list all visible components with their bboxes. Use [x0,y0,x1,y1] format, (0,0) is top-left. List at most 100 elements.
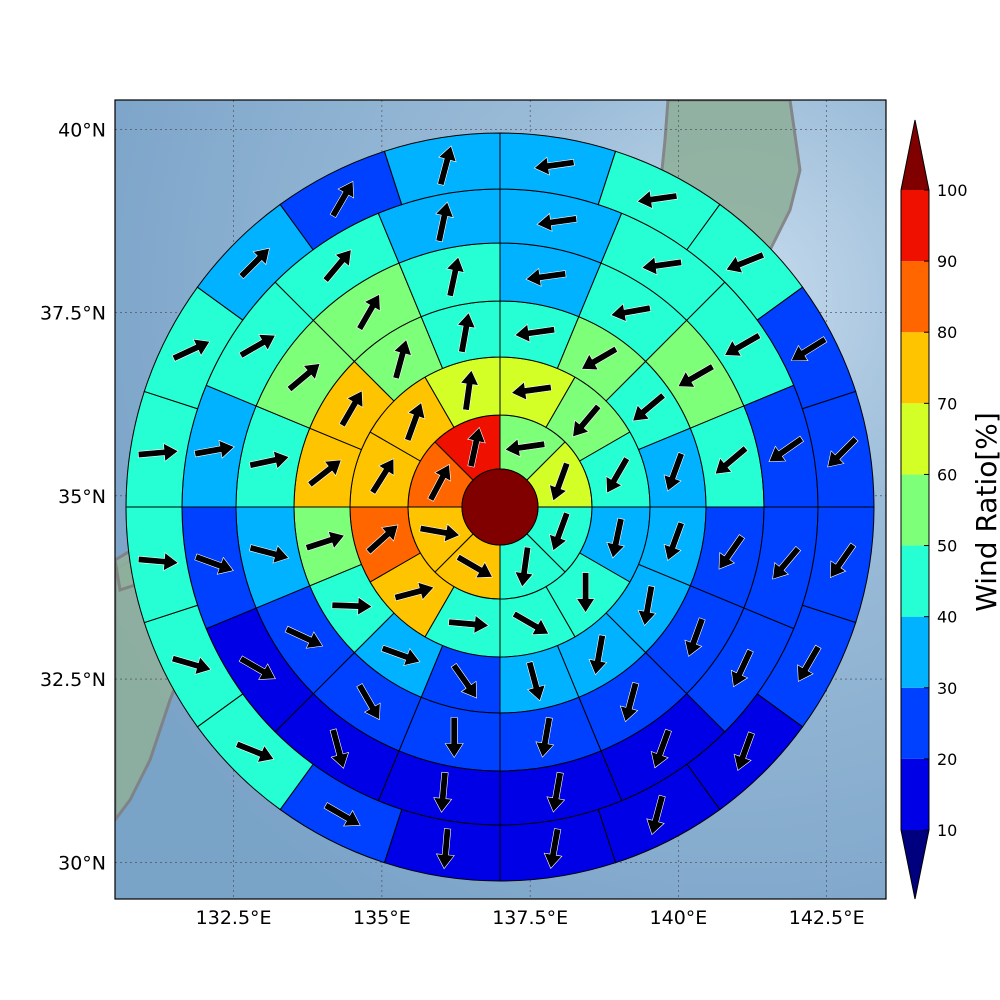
ring-3-arrow-2 [581,345,619,371]
ring-6-arrow-20 [437,145,457,186]
polar-sectors [125,132,875,882]
colorbar-tick-label: 20 [937,750,957,769]
colorbar-label: Wind Ratio[%] [970,412,1000,612]
ring-3-arrow-8 [526,661,546,702]
ring-6-arrow-1 [533,156,575,176]
ring-4-arrow-15 [356,293,381,331]
map-panel [114,99,887,900]
ring-2-arrow-3 [605,456,631,494]
colorbar-tick-label: 40 [937,608,957,627]
y-tick-label: 32.5°N [40,669,106,691]
ring-5-arrow-7 [650,728,672,769]
ring-3-arrow-6 [637,585,657,627]
colorbar-segment [901,687,929,759]
x-tick-label: 132.5°E [196,907,272,929]
ring-4-arrow-3 [677,363,715,388]
ring-3-arrow-4 [663,452,685,492]
ring-4-arrow-4 [714,445,749,475]
ring-5-arrow-9 [433,771,453,813]
ring-4-arrow-9 [444,717,464,759]
colorbar-segment [901,545,929,617]
colorbar-tick-label: 10 [937,821,957,840]
ring-2-arrow-5 [576,572,596,614]
ring-3-arrow-11 [331,596,373,616]
ring-5-arrow-16 [435,201,454,243]
ring-1-arrow-5 [455,553,493,579]
ring-6-arrow-13 [235,740,275,763]
ring-5-arrow-13 [193,439,235,459]
colorbar-segment [901,474,929,546]
ring-1-arrow-1 [504,438,546,458]
ring-6-arrow-12 [323,802,361,827]
colorbar-tick-label: 30 [937,679,957,698]
colorbar-segment [901,190,929,262]
colorbar-tick-label: 90 [937,252,957,271]
colorbar-extend-max [901,120,929,190]
ring-6-arrow-6 [829,542,857,578]
y-axis-ticks: 40°N 37.5°N 35°N 32.5°N 30°N [40,119,106,874]
colorbar-tick-label: 100 [937,181,968,200]
colorbar-extend-min [901,830,929,899]
ring-5-arrow-8 [546,771,566,813]
colorbar-tick-label: 70 [937,394,957,413]
ring-6-arrow-18 [238,247,270,280]
ring-4-arrow-12 [249,544,290,564]
ring-2-arrow-10 [369,458,395,495]
ring-2-arrow-9 [365,524,399,555]
ring-6-arrow-15 [137,552,179,572]
ring-1-arrow-4 [514,546,534,588]
ring-2-arrow-7 [448,614,490,634]
ring-4-arrow-7 [619,681,640,723]
ring-6-arrow-14 [171,655,212,675]
ring-6-arrow-7 [797,644,822,682]
colorbar-segment [901,616,929,688]
ring-5-arrow-2 [641,256,683,276]
ring-6-arrow-8 [733,731,755,772]
ring-2-arrow-6 [511,610,550,636]
ring-2-arrow-11 [404,402,426,442]
ring-3-arrow-1 [514,323,556,343]
x-tick-label: 135°E [353,907,411,929]
ring-1-arrow-7 [427,464,452,502]
ring-6-arrow-4 [790,336,828,362]
ring-1-arrow-8 [467,426,486,468]
x-axis-ticks: 132.5°E 135°E 137.5°E 140°E 142.5°E [196,907,865,929]
colorbar-segment [901,332,929,404]
colorbar-tick-label: 60 [937,465,957,484]
ring-3-arrow-7 [588,634,608,676]
ring-3-arrow-10 [380,644,421,666]
ring-3-arrow-3 [632,392,666,422]
ring-4-arrow-16 [445,256,465,298]
ring-4-arrow-13 [248,450,290,470]
ring-4-arrow-2 [610,303,652,322]
colorbar-tick-label: 80 [937,323,957,342]
ring-2-arrow-4 [606,517,625,559]
ring-6-arrow-17 [171,338,211,362]
ring-6-arrow-3 [725,251,765,274]
ring-6-arrow-16 [137,442,179,462]
x-tick-label: 137.5°E [492,907,568,929]
x-tick-label: 142.5°E [789,907,865,929]
ring-6-arrow-11 [435,828,455,870]
ring-3-arrow-14 [338,390,364,428]
ring-4-arrow-10 [356,683,381,721]
ring-2-arrow-1 [510,381,552,401]
ring-4-arrow-6 [684,617,706,657]
ring-5-arrow-14 [238,334,276,359]
ring-4-arrow-8 [535,716,555,758]
ring-3-arrow-16 [456,312,476,354]
ring-5-arrow-15 [322,249,352,283]
ring-6-arrow-10 [543,828,563,869]
ring-5-arrow-12 [194,553,234,575]
ring-1-arrow-6 [419,523,461,543]
wind-arrows [137,145,859,870]
ring-3-arrow-15 [392,339,412,380]
ring-3-arrow-13 [307,459,342,488]
colorbar-segment [901,261,929,333]
ring-1-arrow-2 [549,461,571,502]
y-tick-label: 35°N [58,486,106,508]
center-disk [461,468,539,546]
map-frame [114,99,887,900]
ring-6-arrow-9 [646,794,666,836]
